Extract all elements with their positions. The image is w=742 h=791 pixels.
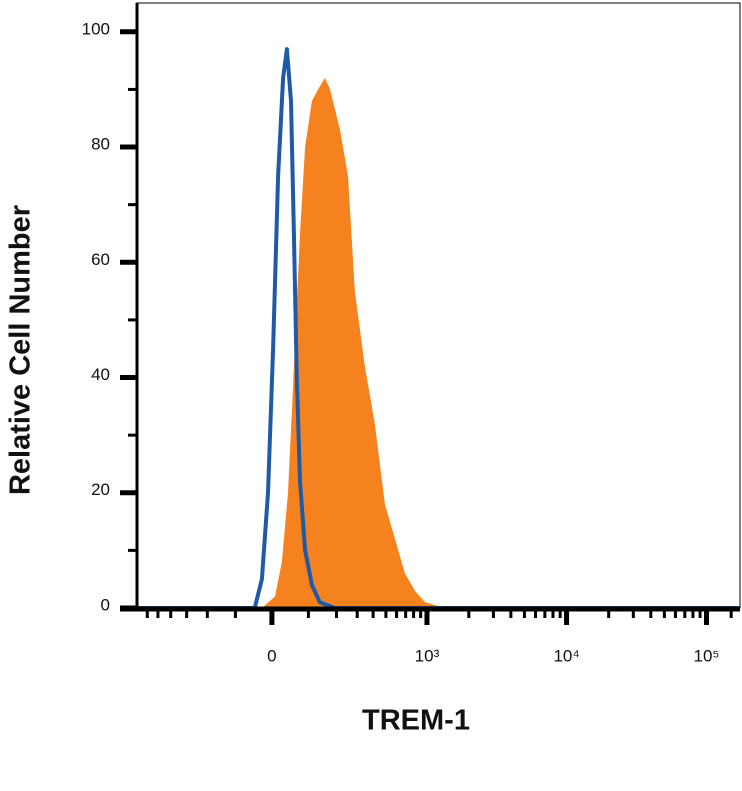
histogram-area	[261, 77, 445, 608]
y-tick-label: 20	[91, 480, 110, 499]
x-tick-label: 0	[267, 646, 276, 665]
x-tick-label: 10⁵	[694, 646, 720, 665]
y-tick-label: 40	[91, 365, 110, 384]
x-tick-label: 10³	[415, 646, 440, 665]
y-tick-label: 100	[82, 19, 110, 38]
y-tick-label: 80	[91, 135, 110, 154]
x-tick-label: 10⁴	[553, 646, 579, 665]
y-tick-label: 60	[91, 250, 110, 269]
plot-frame	[136, 2, 741, 609]
x-axis-title: TREM-1	[362, 705, 470, 737]
y-tick-label: 0	[101, 595, 110, 614]
y-axis-title: Relative Cell Number	[5, 205, 37, 495]
histogram-line	[138, 47, 739, 610]
